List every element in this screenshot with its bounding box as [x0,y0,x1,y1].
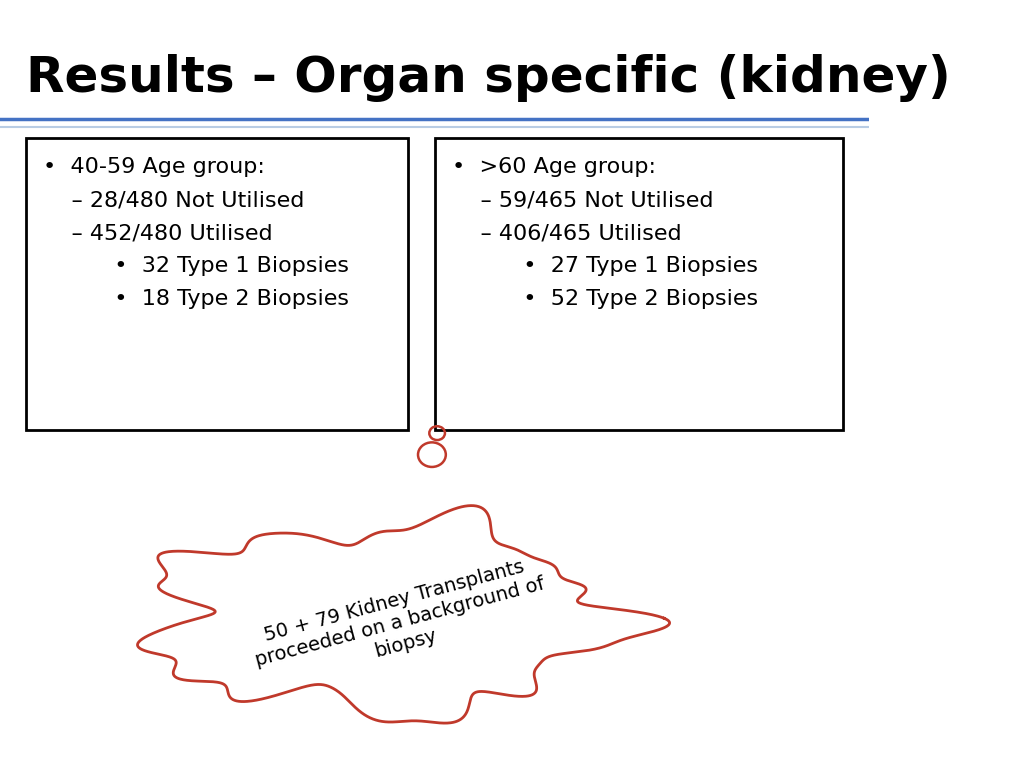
Text: •  40-59 Age group:
    – 28/480 Not Utilised
    – 452/480 Utilised
          •: • 40-59 Age group: – 28/480 Not Utilised… [43,157,349,309]
Text: •  >60 Age group:
    – 59/465 Not Utilised
    – 406/465 Utilised
          •  : • >60 Age group: – 59/465 Not Utilised –… [452,157,758,309]
FancyBboxPatch shape [434,138,843,430]
FancyBboxPatch shape [26,138,409,430]
Text: 50 + 79 Kidney Transplants
proceeded on a background of
biopsy: 50 + 79 Kidney Transplants proceeded on … [247,553,552,691]
Text: Results – Organ specific (kidney): Results – Organ specific (kidney) [26,54,951,102]
